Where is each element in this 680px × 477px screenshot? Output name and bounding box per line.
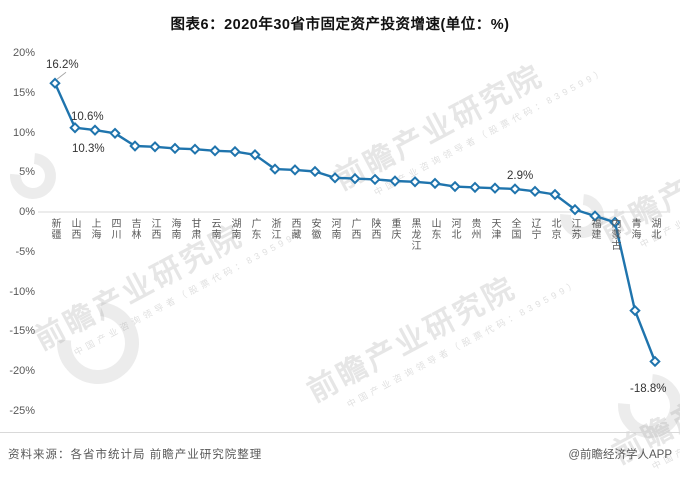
x-axis-label-全国: 全国: [509, 218, 520, 240]
y-axis-tick-label: -25%: [9, 404, 35, 417]
x-axis-label-湖南: 湖南: [229, 218, 240, 240]
x-axis-label-福建: 福建: [589, 218, 600, 240]
data-point-青海: [629, 304, 641, 317]
x-axis-label-北京: 北京: [549, 218, 560, 240]
x-axis-label-天津: 天津: [489, 218, 500, 240]
x-axis-label-山东: 山东: [429, 218, 440, 240]
x-axis-label-陕西: 陕西: [369, 218, 380, 240]
y-axis-tick-label: -15%: [9, 325, 35, 338]
y-axis-tick-label: -20%: [9, 365, 35, 377]
data-point-辽宁: [529, 185, 541, 198]
footer-source: 资料来源：各省市统计局 前瞻产业研究院整理: [8, 449, 263, 461]
x-axis-label-河北: 河北: [449, 218, 460, 240]
data-point-福建: [589, 210, 601, 222]
data-point-山东: [429, 177, 441, 190]
data-point-海南: [169, 142, 181, 155]
data-point-天津: [489, 182, 501, 194]
y-axis-tick-label: 15%: [12, 86, 35, 99]
x-axis-label-广东: 广东: [249, 218, 260, 240]
data-point-重庆: [389, 175, 401, 187]
x-axis-label-新疆: 新疆: [49, 218, 60, 240]
x-axis-label-江西: 江西: [149, 218, 160, 240]
footer-credit: @前瞻经济学人APP: [568, 449, 672, 461]
x-axis-label-贵州: 贵州: [469, 218, 480, 240]
y-axis-tick-label: 0%: [19, 206, 35, 218]
x-axis-label-四川: 四川: [109, 218, 120, 240]
data-point-陕西: [369, 173, 381, 186]
data-label-全国: 2.9%: [507, 169, 534, 182]
x-axis-label-广西: 广西: [349, 218, 360, 240]
data-point-湖北: [649, 355, 661, 368]
data-point-全国: [509, 183, 521, 195]
x-axis-label-黑龙江: 黑龙江: [409, 218, 420, 251]
chart-title: 图表6：2020年30省市固定资产投资增速(单位：%): [170, 17, 510, 33]
data-point-内蒙古: [609, 216, 621, 229]
data-point-山西: [69, 122, 81, 134]
x-axis-label-吉林: 吉林: [129, 218, 140, 240]
data-label-湖北: -18.8%: [630, 383, 667, 396]
y-axis-tick-label: -10%: [9, 285, 35, 298]
data-point-河北: [449, 180, 461, 193]
x-axis-label-辽宁: 辽宁: [529, 218, 540, 240]
data-point-广东: [249, 149, 261, 161]
data-label-新疆: 16.2%: [46, 59, 79, 72]
data-label-leader-line: [56, 71, 67, 80]
data-point-江苏: [569, 203, 581, 216]
data-point-贵州: [469, 181, 481, 194]
y-axis-tick-label: 20%: [12, 47, 35, 59]
x-axis-label-内蒙古: 内蒙古: [609, 218, 620, 251]
y-axis-tick-label: -5%: [15, 245, 35, 258]
x-axis-label-青海: 青海: [629, 218, 640, 240]
data-point-广西: [349, 172, 361, 185]
x-axis-label-云南: 云南: [209, 218, 220, 240]
data-point-甘肃: [189, 143, 201, 155]
x-axis-label-浙江: 浙江: [269, 218, 280, 240]
x-axis-label-湖北: 湖北: [649, 218, 660, 240]
x-axis-label-山西: 山西: [69, 218, 80, 240]
data-point-云南: [209, 145, 221, 157]
y-axis-tick-label: 5%: [19, 166, 35, 179]
x-axis-label-重庆: 重庆: [389, 218, 400, 240]
data-point-黑龙江: [409, 176, 421, 188]
data-point-上海: [89, 124, 101, 136]
data-point-浙江: [269, 163, 281, 175]
x-axis-label-海南: 海南: [169, 218, 180, 240]
data-point-吉林: [129, 140, 141, 152]
data-point-四川: [109, 127, 121, 140]
x-axis-label-上海: 上海: [89, 218, 100, 240]
x-axis-label-江苏: 江苏: [569, 218, 580, 240]
data-point-新疆: [49, 77, 61, 89]
data-point-湖南: [229, 145, 241, 158]
data-label-山西: 10.6%: [71, 110, 104, 123]
y-axis-tick-label: 10%: [12, 126, 35, 139]
data-label-上海: 10.3%: [72, 143, 105, 156]
x-axis-label-河南: 河南: [329, 218, 340, 240]
footer-divider: [0, 432, 680, 433]
data-point-安徽: [309, 165, 321, 178]
data-point-北京: [549, 188, 561, 201]
x-axis-label-西藏: 西藏: [289, 218, 300, 240]
data-point-西藏: [289, 164, 301, 176]
x-axis-label-安徽: 安徽: [309, 218, 320, 240]
x-axis-label-甘肃: 甘肃: [189, 218, 200, 240]
data-point-河南: [329, 172, 341, 184]
data-point-江西: [149, 141, 161, 153]
